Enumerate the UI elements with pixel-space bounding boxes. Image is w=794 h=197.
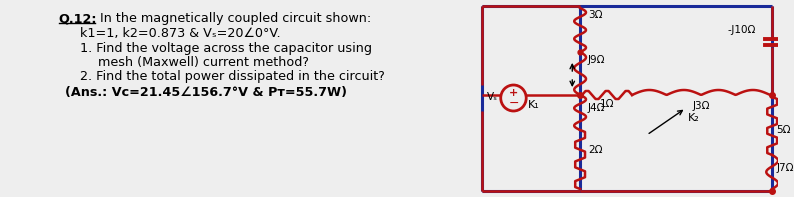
Text: -J10Ω: -J10Ω (727, 25, 755, 35)
Text: 1. Find the voltage across the capacitor using: 1. Find the voltage across the capacitor… (80, 42, 372, 55)
Text: K₂: K₂ (688, 113, 700, 123)
Text: J7Ω: J7Ω (776, 163, 793, 173)
Text: In the magnetically coupled circuit shown:: In the magnetically coupled circuit show… (96, 12, 372, 25)
Text: (Ans.: Vᴄ=21.45∠156.7°V & Pᴛ=55.7W): (Ans.: Vᴄ=21.45∠156.7°V & Pᴛ=55.7W) (64, 86, 347, 99)
Text: J9Ω: J9Ω (588, 55, 606, 65)
Text: 1Ω: 1Ω (599, 99, 615, 109)
Text: 2Ω: 2Ω (588, 145, 603, 155)
Text: K₁: K₁ (528, 100, 540, 110)
Text: J4Ω: J4Ω (588, 103, 606, 113)
Text: +: + (509, 88, 518, 98)
Text: Vₛ: Vₛ (487, 92, 498, 102)
Text: Q.12:: Q.12: (59, 12, 98, 25)
Text: mesh (Maxwell) current method?: mesh (Maxwell) current method? (98, 56, 309, 69)
Text: 3Ω: 3Ω (588, 10, 603, 20)
Text: −: − (508, 97, 518, 110)
Text: k1=1, k2=0.873 & Vₛ=20∠0°V.: k1=1, k2=0.873 & Vₛ=20∠0°V. (80, 27, 281, 40)
Text: 5Ω: 5Ω (776, 125, 791, 135)
Text: J3Ω: J3Ω (692, 101, 710, 111)
Text: 2. Find the total power dissipated in the circuit?: 2. Find the total power dissipated in th… (80, 70, 385, 83)
